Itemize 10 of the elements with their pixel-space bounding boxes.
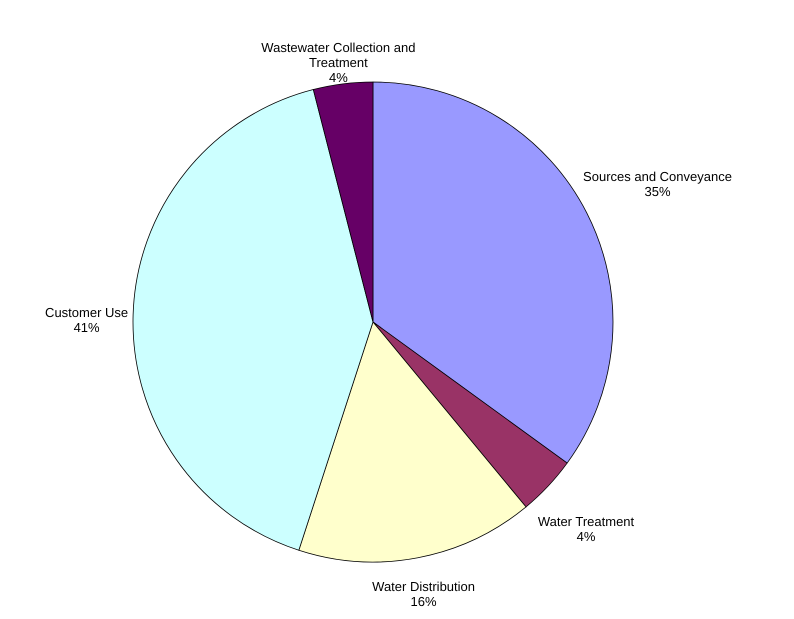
slice-label: Water Distribution [372,579,475,594]
slice-label: Wastewater Collection and Treatment [261,40,416,70]
slice-label: Sources and Conveyance [583,169,732,184]
data-label: 16% [410,594,438,610]
data-label: 4% [328,70,348,85]
slice-label: Customer Use [45,305,128,320]
data-label: 35% [644,184,671,200]
slice-label: Water Treatment [538,514,635,530]
data-label: 41% [74,320,100,335]
data-label: 4% [576,529,596,544]
